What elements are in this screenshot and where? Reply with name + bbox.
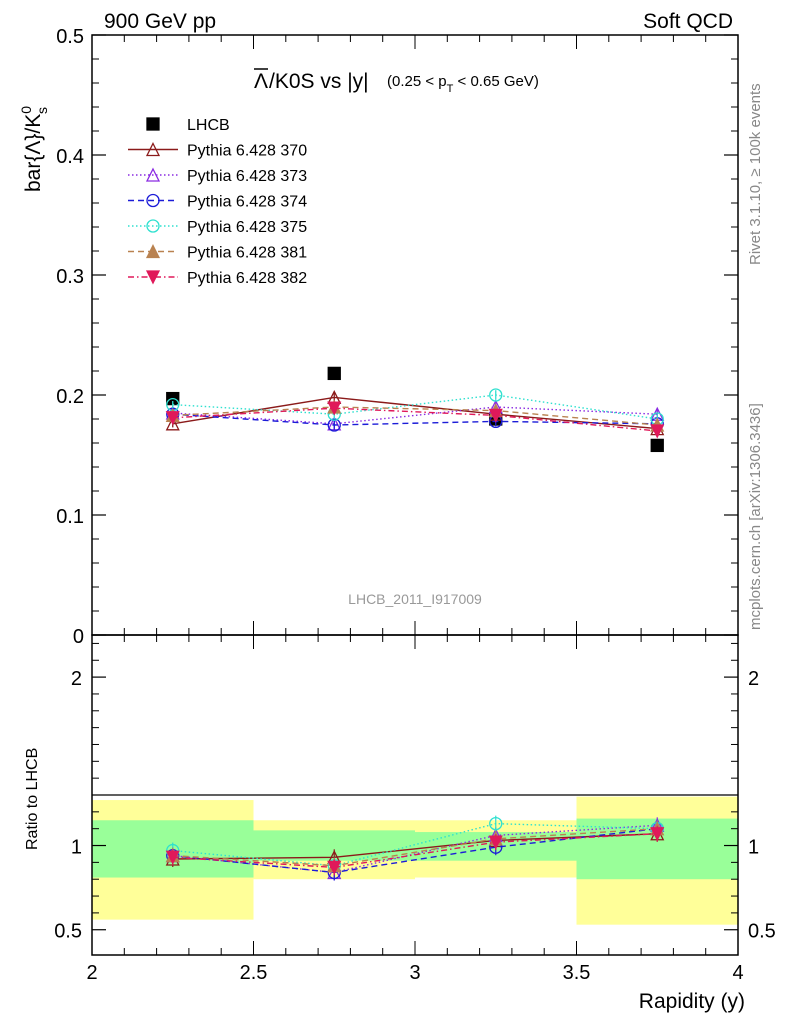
ratio-data-point bbox=[488, 835, 503, 850]
series-line bbox=[172, 413, 658, 426]
main-y-tick-label: 0.3 bbox=[56, 266, 84, 288]
series-1 bbox=[165, 389, 665, 436]
series-line bbox=[172, 394, 658, 420]
ratio-y-axis-label: Ratio to LHCB bbox=[24, 748, 41, 850]
legend-marker bbox=[145, 167, 161, 182]
legend: LHCB Pythia 6.428 370 Pythia 6.428 373 Pyth… bbox=[128, 117, 307, 287]
main-y-tick-label: 0 bbox=[73, 626, 84, 648]
ratio-data-point bbox=[489, 816, 503, 831]
main-axis-ticks: 0 0.1 0.2 0.3 0.4 0.5 bbox=[56, 26, 739, 648]
legend-label: Pythia 6.428 375 bbox=[187, 219, 307, 236]
legend-label: Pythia 6.428 381 bbox=[187, 245, 307, 262]
main-y-tick-label: 0.4 bbox=[56, 146, 84, 168]
ratio-series-line bbox=[172, 827, 658, 874]
main-y-label-sup: 0 bbox=[18, 106, 34, 114]
series-4 bbox=[166, 388, 664, 426]
ratio-uncertainty-bands bbox=[92, 796, 738, 925]
legend-marker bbox=[145, 142, 161, 157]
x-tick-label: 4 bbox=[732, 962, 743, 984]
chart-title-bar-glyph: Λ bbox=[254, 70, 268, 93]
ratio-y-tick-label: 1 bbox=[71, 837, 82, 859]
header-left: 900 GeV pp bbox=[104, 10, 216, 33]
data-point bbox=[488, 408, 503, 423]
legend-label: Pythia 6.428 374 bbox=[187, 194, 307, 211]
ratio-series-line bbox=[172, 833, 658, 869]
legend-marker bbox=[146, 117, 160, 131]
main-y-tick-label: 0.5 bbox=[56, 26, 84, 48]
legend-marker bbox=[146, 193, 160, 208]
main-y-label-text: bar{Λ}/K bbox=[22, 114, 45, 192]
data-point bbox=[165, 411, 180, 426]
x-tick-label: 2 bbox=[86, 962, 97, 984]
main-y-tick-label: 0.1 bbox=[56, 506, 84, 528]
chart-title: Λ /K0S vs |y| (0.25 < pT < 0.65 GeV) bbox=[254, 68, 539, 95]
legend-label: LHCB bbox=[187, 117, 230, 134]
ratio-y-tick-label: 2 bbox=[71, 668, 82, 690]
ratio-series-5 bbox=[165, 825, 665, 876]
svg-text:bar{Λ}/K0s: bar{Λ}/K0s bbox=[18, 106, 50, 192]
ratio-data-point bbox=[650, 827, 665, 842]
chart-title-cut-a: (0.25 < p bbox=[387, 73, 447, 90]
mcplots-info: mcplots.cern.ch [arXiv:1306.3436] bbox=[747, 403, 764, 630]
data-point bbox=[489, 388, 503, 402]
x-tick-label: 2.5 bbox=[240, 962, 268, 984]
series-line bbox=[172, 406, 658, 426]
data-point bbox=[650, 424, 665, 439]
legend-label: Pythia 6.428 373 bbox=[187, 168, 307, 185]
legend-marker bbox=[145, 270, 161, 285]
legend-marker bbox=[145, 244, 161, 259]
x-tick-label: 3.5 bbox=[563, 962, 591, 984]
data-point bbox=[165, 416, 180, 431]
main-y-axis-label: bar{Λ}/K0s bbox=[18, 106, 50, 192]
chart-title-cut-b: < 0.65 GeV) bbox=[453, 73, 538, 90]
legend-label: Pythia 6.428 382 bbox=[187, 270, 307, 287]
ratio-y-tick-label-right: 0.5 bbox=[748, 921, 776, 943]
ratio-data-point bbox=[165, 850, 180, 865]
rivet-info: Rivet 3.1.10, ≥ 100k events bbox=[747, 83, 764, 265]
ratio-series-line bbox=[172, 827, 658, 867]
ratio-series-layer bbox=[165, 815, 665, 881]
main-series-layer bbox=[165, 366, 665, 453]
chart-title-cut: (0.25 < pT < 0.65 GeV) bbox=[387, 73, 539, 95]
ratio-series-line bbox=[172, 822, 658, 867]
header-right: Soft QCD bbox=[643, 10, 733, 33]
data-point bbox=[650, 438, 664, 453]
chart-title-cut-sub: T bbox=[447, 83, 454, 95]
data-point bbox=[327, 401, 342, 416]
ratio-axis-ticks: 0.5 0.5 1 1 2 2 2 2.5 3 3.5 4 bbox=[54, 635, 776, 984]
main-y-tick-label: 0.2 bbox=[56, 386, 84, 408]
x-axis-label: Rapidity (y) bbox=[639, 990, 745, 1013]
chart-title-main: /K0S vs |y| bbox=[269, 70, 369, 93]
data-point bbox=[327, 366, 341, 381]
ratio-data-point bbox=[327, 860, 342, 875]
series-line bbox=[172, 406, 658, 425]
ratio-y-tick-label-right: 1 bbox=[748, 837, 759, 859]
x-tick-label: 3 bbox=[409, 962, 420, 984]
series-6 bbox=[165, 401, 665, 439]
ratio-y-tick-label: 0.5 bbox=[54, 921, 82, 943]
main-y-label-sub: s bbox=[34, 107, 50, 114]
legend-label: Pythia 6.428 370 bbox=[187, 143, 307, 160]
analysis-watermark: LHCB_2011_I917009 bbox=[348, 591, 482, 607]
ratio-y-tick-label-right: 2 bbox=[748, 668, 759, 690]
legend-marker bbox=[146, 219, 160, 233]
